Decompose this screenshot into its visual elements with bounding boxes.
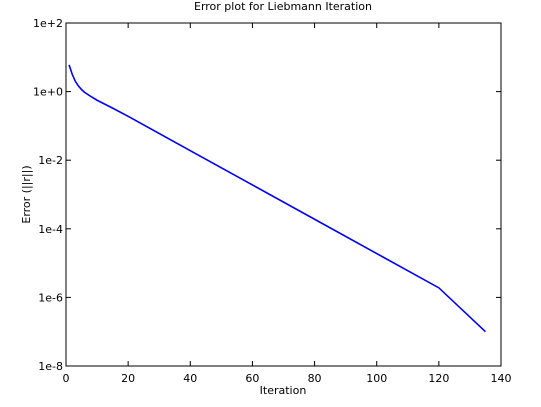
- y-tick-label: 1e-4: [38, 223, 63, 236]
- x-tick-label: 0: [63, 372, 70, 385]
- y-tick-label: 1e+0: [33, 86, 63, 99]
- y-tick-label: 1e-2: [38, 154, 63, 167]
- chart-title: Error plot for Liebmann Iteration: [194, 0, 372, 13]
- x-axis-ticks: 0 20 40 60 80 100 120 140: [63, 23, 512, 385]
- y-axis-ticks: 1e-8 1e-6 1e-4 1e-2 1e+0 1e+2: [33, 17, 501, 373]
- y-axis-label: Error (||r||): [20, 165, 33, 223]
- x-tick-label: 60: [245, 372, 259, 385]
- x-tick-label: 80: [308, 372, 322, 385]
- x-axis-label: Iteration: [260, 384, 307, 397]
- y-tick-label: 1e+2: [33, 17, 63, 30]
- x-tick-label: 140: [491, 372, 512, 385]
- series-group: [68, 64, 487, 333]
- x-tick-label: 40: [183, 372, 197, 385]
- plot-frame: [65, 22, 502, 367]
- x-tick-label: 100: [366, 372, 387, 385]
- y-tick-label: 1e-6: [38, 291, 63, 304]
- x-tick-label: 20: [121, 372, 135, 385]
- error-series-line: [68, 64, 487, 333]
- x-tick-label: 120: [428, 372, 449, 385]
- y-tick-label: 1e-8: [38, 360, 63, 373]
